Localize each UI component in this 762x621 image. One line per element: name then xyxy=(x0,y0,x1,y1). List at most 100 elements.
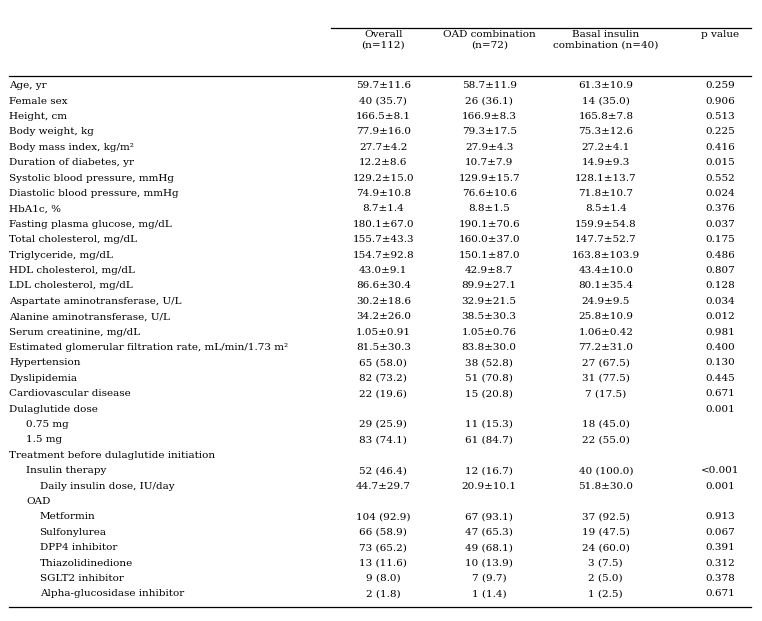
Text: 10 (13.9): 10 (13.9) xyxy=(466,559,513,568)
Text: 75.3±12.6: 75.3±12.6 xyxy=(578,127,633,137)
Text: 25.8±10.9: 25.8±10.9 xyxy=(578,312,633,321)
Text: 12 (16.7): 12 (16.7) xyxy=(466,466,513,475)
Text: 22 (55.0): 22 (55.0) xyxy=(582,435,629,445)
Text: 0.225: 0.225 xyxy=(705,127,735,137)
Text: Diastolic blood pressure, mmHg: Diastolic blood pressure, mmHg xyxy=(9,189,179,198)
Text: 26 (36.1): 26 (36.1) xyxy=(466,97,513,106)
Text: 38 (52.8): 38 (52.8) xyxy=(466,358,513,368)
Text: 129.9±15.7: 129.9±15.7 xyxy=(459,174,520,183)
Text: 1 (2.5): 1 (2.5) xyxy=(588,589,623,599)
Text: 44.7±29.7: 44.7±29.7 xyxy=(356,482,411,491)
Text: Metformin: Metformin xyxy=(40,512,95,522)
Text: Duration of diabetes, yr: Duration of diabetes, yr xyxy=(9,158,134,167)
Text: 83.8±30.0: 83.8±30.0 xyxy=(462,343,517,352)
Text: 0.391: 0.391 xyxy=(705,543,735,552)
Text: Serum creatinine, mg/dL: Serum creatinine, mg/dL xyxy=(9,328,140,337)
Text: 18 (45.0): 18 (45.0) xyxy=(582,420,629,429)
Text: 12.2±8.6: 12.2±8.6 xyxy=(359,158,408,167)
Text: 43.0±9.1: 43.0±9.1 xyxy=(359,266,408,275)
Text: 29 (25.9): 29 (25.9) xyxy=(360,420,407,429)
Text: Aspartate aminotransferase, U/L: Aspartate aminotransferase, U/L xyxy=(9,297,181,306)
Text: 0.067: 0.067 xyxy=(705,528,735,537)
Text: 19 (47.5): 19 (47.5) xyxy=(582,528,629,537)
Text: 0.807: 0.807 xyxy=(705,266,735,275)
Text: 27 (67.5): 27 (67.5) xyxy=(582,358,629,368)
Text: 71.8±10.7: 71.8±10.7 xyxy=(578,189,633,198)
Text: Systolic blood pressure, mmHg: Systolic blood pressure, mmHg xyxy=(9,174,174,183)
Text: 154.7±92.8: 154.7±92.8 xyxy=(353,251,414,260)
Text: 20.9±10.1: 20.9±10.1 xyxy=(462,482,517,491)
Text: 160.0±37.0: 160.0±37.0 xyxy=(459,235,520,244)
Text: 2 (1.8): 2 (1.8) xyxy=(366,589,401,599)
Text: 8.8±1.5: 8.8±1.5 xyxy=(469,204,510,214)
Text: 31 (77.5): 31 (77.5) xyxy=(582,374,629,383)
Text: Alanine aminotransferase, U/L: Alanine aminotransferase, U/L xyxy=(9,312,170,321)
Text: Estimated glomerular filtration rate, mL/min/1.73 m²: Estimated glomerular filtration rate, mL… xyxy=(9,343,288,352)
Text: 0.175: 0.175 xyxy=(705,235,735,244)
Text: 0.75 mg: 0.75 mg xyxy=(26,420,69,429)
Text: SGLT2 inhibitor: SGLT2 inhibitor xyxy=(40,574,123,583)
Text: p value: p value xyxy=(701,30,739,39)
Text: Female sex: Female sex xyxy=(9,97,68,106)
Text: 104 (92.9): 104 (92.9) xyxy=(356,512,411,522)
Text: 0.376: 0.376 xyxy=(705,204,735,214)
Text: 1.05±0.91: 1.05±0.91 xyxy=(356,328,411,337)
Text: 166.9±8.3: 166.9±8.3 xyxy=(462,112,517,121)
Text: 10.7±7.9: 10.7±7.9 xyxy=(465,158,514,167)
Text: 58.7±11.9: 58.7±11.9 xyxy=(462,81,517,90)
Text: 27.2±4.1: 27.2±4.1 xyxy=(581,143,630,152)
Text: 14.9±9.3: 14.9±9.3 xyxy=(581,158,630,167)
Text: Insulin therapy: Insulin therapy xyxy=(26,466,106,475)
Text: 147.7±52.7: 147.7±52.7 xyxy=(575,235,636,244)
Text: 77.9±16.0: 77.9±16.0 xyxy=(356,127,411,137)
Text: 1.06±0.42: 1.06±0.42 xyxy=(578,328,633,337)
Text: LDL cholesterol, mg/dL: LDL cholesterol, mg/dL xyxy=(9,281,133,291)
Text: 22 (19.6): 22 (19.6) xyxy=(360,389,407,398)
Text: 0.913: 0.913 xyxy=(705,512,735,522)
Text: 66 (58.9): 66 (58.9) xyxy=(360,528,407,537)
Text: 166.5±8.1: 166.5±8.1 xyxy=(356,112,411,121)
Text: 0.981: 0.981 xyxy=(705,328,735,337)
Text: 27.9±4.3: 27.9±4.3 xyxy=(465,143,514,152)
Text: 11 (15.3): 11 (15.3) xyxy=(466,420,513,429)
Text: Age, yr: Age, yr xyxy=(9,81,46,90)
Text: 0.400: 0.400 xyxy=(705,343,735,352)
Text: 128.1±13.7: 128.1±13.7 xyxy=(575,174,636,183)
Text: HDL cholesterol, mg/dL: HDL cholesterol, mg/dL xyxy=(9,266,135,275)
Text: 32.9±21.5: 32.9±21.5 xyxy=(462,297,517,306)
Text: 0.513: 0.513 xyxy=(705,112,735,121)
Text: 8.5±1.4: 8.5±1.4 xyxy=(585,204,626,214)
Text: Total cholesterol, mg/dL: Total cholesterol, mg/dL xyxy=(9,235,137,244)
Text: Dyslipidemia: Dyslipidemia xyxy=(9,374,77,383)
Text: OAD combination
(n=72): OAD combination (n=72) xyxy=(443,30,536,50)
Text: Height, cm: Height, cm xyxy=(9,112,67,121)
Text: 165.8±7.8: 165.8±7.8 xyxy=(578,112,633,121)
Text: OAD: OAD xyxy=(26,497,50,506)
Text: 0.130: 0.130 xyxy=(705,358,735,368)
Text: 3 (7.5): 3 (7.5) xyxy=(588,559,623,568)
Text: 8.7±1.4: 8.7±1.4 xyxy=(363,204,404,214)
Text: 61.3±10.9: 61.3±10.9 xyxy=(578,81,633,90)
Text: 190.1±70.6: 190.1±70.6 xyxy=(459,220,520,229)
Text: 40 (35.7): 40 (35.7) xyxy=(360,97,407,106)
Text: 0.552: 0.552 xyxy=(705,174,735,183)
Text: 1 (1.4): 1 (1.4) xyxy=(472,589,507,599)
Text: 52 (46.4): 52 (46.4) xyxy=(360,466,407,475)
Text: 0.445: 0.445 xyxy=(705,374,735,383)
Text: 51 (70.8): 51 (70.8) xyxy=(466,374,513,383)
Text: 0.906: 0.906 xyxy=(705,97,735,106)
Text: 0.001: 0.001 xyxy=(705,482,735,491)
Text: 0.671: 0.671 xyxy=(705,389,735,398)
Text: 27.7±4.2: 27.7±4.2 xyxy=(359,143,408,152)
Text: 129.2±15.0: 129.2±15.0 xyxy=(353,174,414,183)
Text: 0.015: 0.015 xyxy=(705,158,735,167)
Text: 42.9±8.7: 42.9±8.7 xyxy=(465,266,514,275)
Text: 0.259: 0.259 xyxy=(705,81,735,90)
Text: 2 (5.0): 2 (5.0) xyxy=(588,574,623,583)
Text: 65 (58.0): 65 (58.0) xyxy=(360,358,407,368)
Text: 1.05±0.76: 1.05±0.76 xyxy=(462,328,517,337)
Text: Thiazolidinedione: Thiazolidinedione xyxy=(40,559,133,568)
Text: Daily insulin dose, IU/day: Daily insulin dose, IU/day xyxy=(40,482,174,491)
Text: 38.5±30.3: 38.5±30.3 xyxy=(462,312,517,321)
Text: 86.6±30.4: 86.6±30.4 xyxy=(356,281,411,291)
